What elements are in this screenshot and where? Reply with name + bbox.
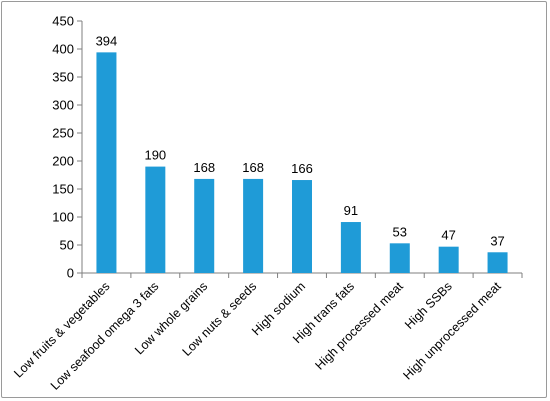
x-tick-label: High SSBs — [402, 279, 455, 332]
y-tick-label: 350 — [52, 70, 74, 85]
data-label: 168 — [193, 160, 215, 175]
data-label: 91 — [344, 203, 358, 218]
data-label: 53 — [393, 224, 407, 239]
bar — [340, 222, 361, 273]
data-label: 166 — [291, 161, 313, 176]
x-tick-label: High unprocessed meat — [400, 279, 504, 383]
bar — [389, 243, 410, 273]
data-label: 37 — [490, 233, 504, 248]
data-label: 47 — [441, 228, 455, 243]
bar — [243, 178, 264, 273]
x-tick-label: Low fruits & vegetables — [11, 279, 112, 380]
y-tick-label: 200 — [52, 154, 74, 169]
data-label: 190 — [144, 148, 166, 163]
bar — [96, 52, 117, 273]
bar — [145, 166, 166, 273]
bar — [292, 180, 312, 273]
y-tick-label: 100 — [52, 210, 74, 225]
y-tick-label: 400 — [52, 42, 74, 57]
y-tick-label: 300 — [52, 98, 74, 113]
data-label: 394 — [96, 33, 118, 48]
x-tick-label: High processed meat — [312, 279, 406, 373]
y-tick-label: 50 — [60, 238, 74, 253]
y-tick-label: 250 — [52, 126, 74, 141]
bar — [438, 246, 459, 273]
y-tick-label: 150 — [52, 182, 74, 197]
y-tick-label: 0 — [67, 266, 74, 281]
data-label: 168 — [242, 160, 264, 175]
bar — [194, 178, 215, 273]
y-tick-label: 450 — [52, 14, 74, 29]
bar — [487, 252, 508, 273]
